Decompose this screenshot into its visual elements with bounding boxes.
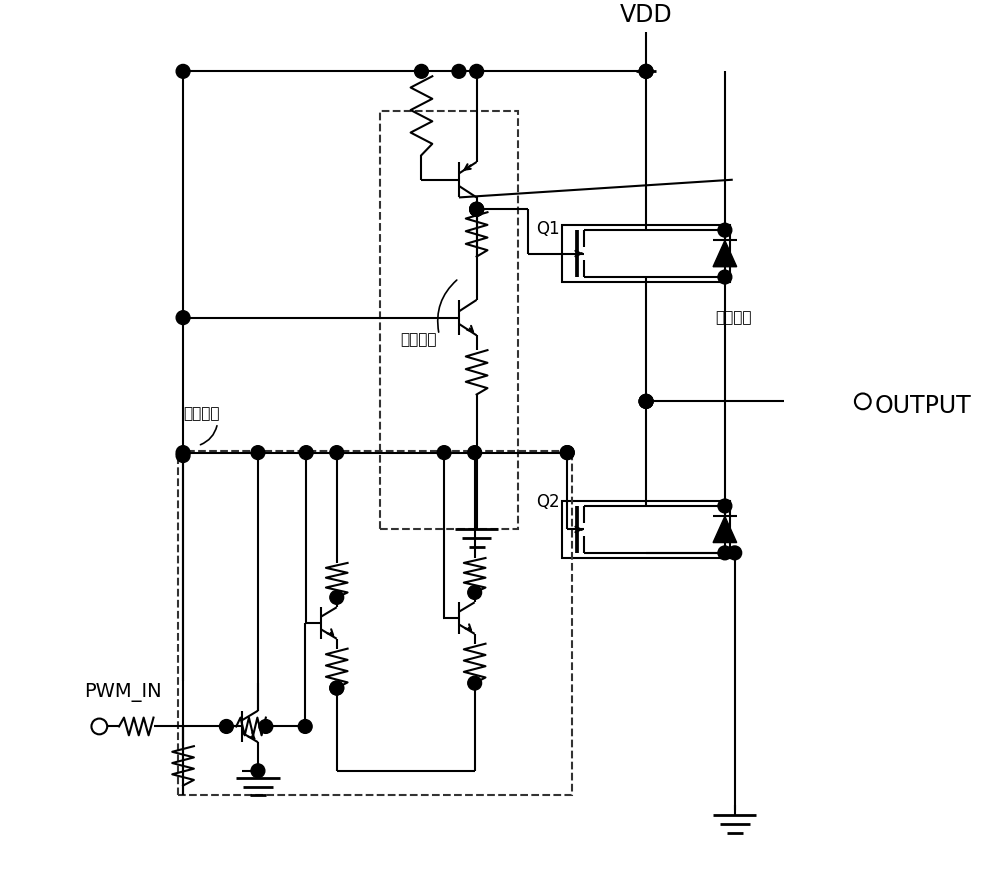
Polygon shape xyxy=(713,517,737,542)
Circle shape xyxy=(468,445,482,460)
FancyArrowPatch shape xyxy=(438,280,457,332)
Circle shape xyxy=(251,445,265,460)
Circle shape xyxy=(299,445,313,460)
Circle shape xyxy=(468,677,482,690)
Text: OUTPUT: OUTPUT xyxy=(875,395,971,419)
FancyArrowPatch shape xyxy=(200,426,217,444)
Circle shape xyxy=(437,445,451,460)
Circle shape xyxy=(718,270,732,284)
Circle shape xyxy=(718,223,732,237)
Circle shape xyxy=(251,764,265,778)
Bar xyxy=(178,451,572,796)
Text: VDD: VDD xyxy=(620,3,672,27)
Bar xyxy=(380,111,518,530)
Circle shape xyxy=(470,203,484,216)
Circle shape xyxy=(468,586,482,599)
Circle shape xyxy=(176,311,190,324)
Circle shape xyxy=(639,64,653,78)
Circle shape xyxy=(176,449,190,462)
Circle shape xyxy=(718,546,732,560)
Bar xyxy=(562,501,730,557)
Text: Q2: Q2 xyxy=(536,493,559,511)
Circle shape xyxy=(560,445,574,460)
Circle shape xyxy=(718,499,732,513)
Text: Q1: Q1 xyxy=(536,220,559,238)
Circle shape xyxy=(728,546,742,560)
Circle shape xyxy=(176,64,190,78)
Circle shape xyxy=(560,445,574,460)
Circle shape xyxy=(639,64,653,78)
Circle shape xyxy=(330,681,344,695)
Text: 驱动电路: 驱动电路 xyxy=(183,406,220,421)
Circle shape xyxy=(639,395,653,408)
Circle shape xyxy=(220,719,233,733)
Text: 驱动电路: 驱动电路 xyxy=(715,310,752,325)
Circle shape xyxy=(330,681,344,695)
Circle shape xyxy=(298,719,312,733)
Circle shape xyxy=(259,719,273,733)
Circle shape xyxy=(330,445,344,460)
Text: 驱动电路: 驱动电路 xyxy=(400,332,436,348)
Text: PWM_IN: PWM_IN xyxy=(85,683,162,701)
Circle shape xyxy=(176,445,190,460)
Circle shape xyxy=(415,64,428,78)
Bar xyxy=(562,225,730,282)
Circle shape xyxy=(330,590,344,605)
Circle shape xyxy=(639,395,653,408)
Circle shape xyxy=(470,64,484,78)
Circle shape xyxy=(470,203,484,216)
Polygon shape xyxy=(713,240,737,267)
Circle shape xyxy=(470,203,484,216)
Circle shape xyxy=(639,395,653,408)
Circle shape xyxy=(452,64,466,78)
